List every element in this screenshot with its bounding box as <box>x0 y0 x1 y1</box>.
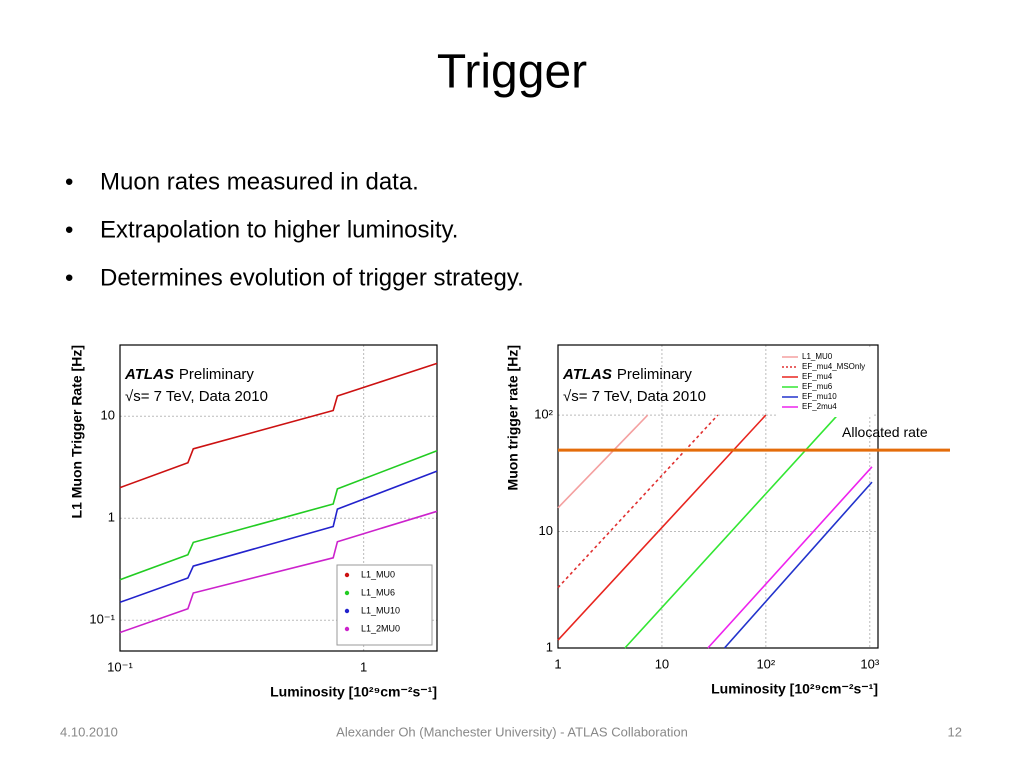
legend-label: EF_mu4 <box>802 372 833 381</box>
x-tick-label: 10² <box>756 656 775 671</box>
series-line <box>119 449 438 581</box>
status: Preliminary <box>617 366 693 383</box>
y-axis-label: Muon trigger rate [Hz] <box>505 345 521 490</box>
brand: ATLAS <box>562 366 612 383</box>
annotation: ATLAS Preliminary <box>562 366 692 383</box>
y-tick-label: 1 <box>546 639 553 654</box>
x-tick-label: 10 <box>655 656 669 671</box>
bullet: Extrapolation to higher luminosity. <box>100 216 458 243</box>
bullet: Determines evolution of trigger strategy… <box>100 264 524 291</box>
allocated-rate-label: Allocated rate <box>842 424 928 440</box>
legend-box <box>778 349 873 417</box>
legend-swatch <box>344 590 350 596</box>
brand: ATLAS <box>124 366 174 383</box>
x-tick-label: 1 <box>360 659 367 674</box>
plot-frame <box>119 344 438 652</box>
y-tick-label: 10 <box>539 523 553 538</box>
annotation: ATLAS Preliminary <box>124 366 254 383</box>
legend-label: L1_MU0 <box>361 569 395 579</box>
slide-title: Trigger <box>437 46 587 99</box>
legend-swatch <box>344 608 350 614</box>
legend-label: EF_2mu4 <box>802 402 837 411</box>
legend-label: L1_MU6 <box>361 587 395 597</box>
series-line <box>723 481 873 649</box>
series-line <box>119 470 438 604</box>
bullet-dot: • <box>65 216 73 243</box>
bullet: Muon rates measured in data. <box>100 168 419 195</box>
y-tick-label: 10⁻¹ <box>89 612 115 627</box>
legend-label: L1_MU10 <box>361 605 400 615</box>
x-axis-label: Luminosity [10²⁹cm⁻²s⁻¹] <box>270 684 437 700</box>
annotation-subtitle: √s= 7 TeV, Data 2010 <box>125 388 268 405</box>
plot-frame <box>557 344 879 649</box>
legend-swatch <box>344 572 350 578</box>
x-tick-label: 10⁻¹ <box>107 659 133 674</box>
series-line <box>707 466 873 649</box>
bullet-dot: • <box>65 264 73 291</box>
legend-label: L1_2MU0 <box>361 623 400 633</box>
footer-page: 12 <box>948 724 962 739</box>
status: Preliminary <box>179 366 255 383</box>
x-tick-label: 1 <box>554 656 561 671</box>
legend-label: EF_mu4_MSOnly <box>802 362 865 371</box>
y-tick-label: 1 <box>108 510 115 525</box>
bullet-dot: • <box>65 168 73 195</box>
series-line <box>624 414 839 649</box>
legend-swatch <box>344 626 350 632</box>
annotation-subtitle: √s= 7 TeV, Data 2010 <box>563 388 706 405</box>
footer-date: 4.10.2010 <box>60 724 118 739</box>
legend-label: L1_MU0 <box>802 352 833 361</box>
y-axis-label: L1 Muon Trigger Rate [Hz] <box>69 345 85 518</box>
y-tick-label: 10 <box>101 408 115 423</box>
x-tick-label: 10³ <box>860 656 879 671</box>
series-line <box>119 362 438 489</box>
footer-author: Alexander Oh (Manchester University) - A… <box>336 724 688 739</box>
series-line <box>557 414 649 509</box>
series-line <box>557 414 767 641</box>
y-tick-label: 10² <box>534 407 553 422</box>
legend-box <box>336 564 433 646</box>
legend-label: EF_mu10 <box>802 392 837 401</box>
legend-label: EF_mu6 <box>802 382 833 391</box>
x-axis-label: Luminosity [10²⁹cm⁻²s⁻¹] <box>711 681 878 697</box>
series-line <box>119 510 438 634</box>
